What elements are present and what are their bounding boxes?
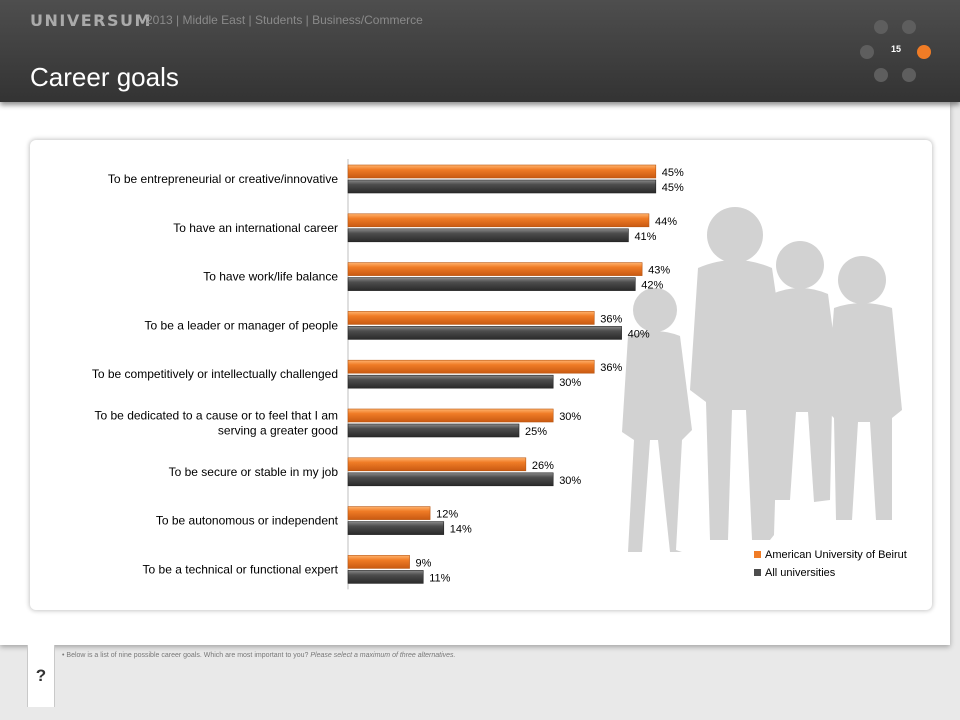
bar-aub [347, 213, 650, 228]
data-label: 30% [559, 475, 581, 487]
data-label: 41% [634, 231, 656, 243]
data-label: 11% [429, 572, 450, 584]
category-label: To be autonomous or independent [156, 514, 339, 528]
bar-all-universities [347, 179, 657, 194]
footnote-question: Below is a list of nine possible career … [66, 652, 309, 659]
question-icon[interactable]: ? [35, 666, 47, 685]
nav-dot [860, 45, 874, 59]
bar-aub [347, 457, 527, 472]
data-label: 45% [662, 182, 684, 194]
data-label: 42% [641, 280, 663, 292]
bar-aub [347, 311, 595, 325]
footnote-bullet: • [62, 652, 65, 659]
report-subtitle: 2013 | Middle East | Students | Business… [146, 13, 423, 27]
category-label: To be dedicated to a cause or to feel th… [95, 409, 339, 423]
bar-all-universities [347, 472, 554, 487]
category-label: To have an international career [173, 221, 338, 235]
data-label: 36% [600, 313, 622, 325]
data-label: 14% [450, 524, 472, 536]
data-label: 26% [532, 460, 554, 472]
footnote: • Below is a list of nine possible caree… [62, 652, 942, 659]
chart-card: To be entrepreneurial or creative/innova… [30, 140, 932, 610]
data-label: 43% [648, 265, 670, 277]
page-number: 15 [890, 44, 901, 54]
category-label: To be a technical or functional expert [143, 562, 339, 576]
data-label: 44% [655, 216, 677, 228]
page-title: Career goals [30, 62, 179, 92]
category-label: To be a leader or manager of people [145, 318, 339, 332]
data-label: 25% [525, 426, 547, 438]
bar-all-universities [347, 521, 445, 535]
category-label: To be competitively or intellectually ch… [92, 367, 338, 381]
question-tab[interactable]: ? [27, 645, 55, 707]
category-label: To have work/life balance [203, 270, 338, 284]
bar-all-universities [347, 423, 520, 438]
bar-all-universities [347, 277, 636, 291]
category-label: To be secure or stable in my job [169, 465, 339, 479]
legend-label: American University of Beirut [765, 549, 907, 561]
nav-dot-active [917, 45, 931, 59]
bar-all-universities [347, 570, 424, 584]
bar-aub [347, 164, 657, 179]
nav-dot [902, 20, 916, 34]
nav-dot [874, 68, 888, 82]
people-silhouette-image [622, 207, 902, 552]
category-label: To be entrepreneurial or creative/innova… [108, 172, 338, 186]
bar-chart: To be entrepreneurial or creative/innova… [92, 159, 907, 590]
brand-logo: UNIVERSUM [30, 11, 152, 30]
bar-all-universities [347, 374, 554, 389]
header-bar: UNIVERSUM 2013 | Middle East | Students … [0, 0, 960, 102]
data-label: 40% [628, 328, 650, 340]
nav-dot [902, 68, 916, 82]
legend-swatch [754, 551, 761, 558]
bar-all-universities [347, 228, 629, 243]
legend-swatch [754, 569, 761, 576]
data-label: 12% [436, 509, 458, 521]
data-label: 9% [416, 557, 432, 569]
footnote-instruction: Please select a maximum of three alterna… [310, 652, 456, 659]
bar-all-universities [347, 326, 622, 340]
data-label: 45% [662, 167, 684, 179]
bar-aub [347, 262, 643, 276]
category-label: serving a greater good [218, 424, 338, 438]
nav-dot [874, 20, 888, 34]
data-label: 30% [559, 377, 581, 389]
bar-aub [347, 555, 410, 569]
bar-aub [347, 408, 554, 423]
data-label: 30% [559, 411, 581, 423]
legend-label: All universities [765, 567, 836, 579]
data-label: 36% [600, 362, 622, 374]
bar-aub [347, 359, 595, 374]
bar-aub [347, 506, 431, 520]
